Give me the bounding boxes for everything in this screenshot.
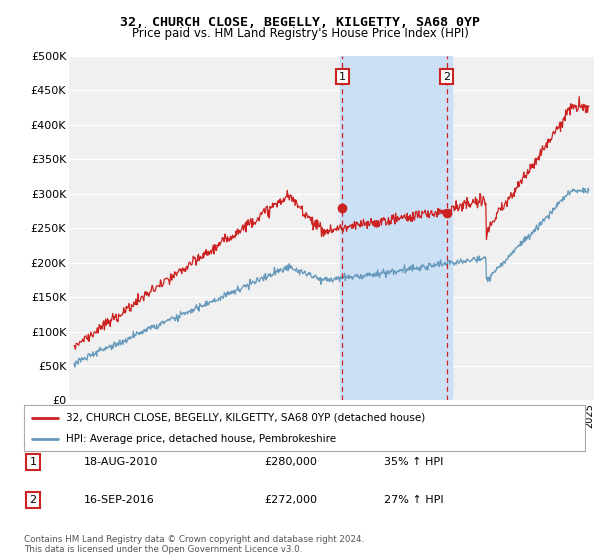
Text: Contains HM Land Registry data © Crown copyright and database right 2024.
This d: Contains HM Land Registry data © Crown c… [24,535,364,554]
Text: 1: 1 [339,72,346,82]
Text: £272,000: £272,000 [264,495,317,505]
Text: HPI: Average price, detached house, Pembrokeshire: HPI: Average price, detached house, Pemb… [66,435,336,444]
Text: £280,000: £280,000 [264,457,317,467]
Text: 32, CHURCH CLOSE, BEGELLY, KILGETTY, SA68 0YP: 32, CHURCH CLOSE, BEGELLY, KILGETTY, SA6… [120,16,480,29]
Text: 2: 2 [29,495,37,505]
Text: 35% ↑ HPI: 35% ↑ HPI [384,457,443,467]
Text: 27% ↑ HPI: 27% ↑ HPI [384,495,443,505]
Text: Price paid vs. HM Land Registry's House Price Index (HPI): Price paid vs. HM Land Registry's House … [131,27,469,40]
Text: 1: 1 [29,457,37,467]
Text: 2: 2 [443,72,450,82]
Bar [340,56,452,400]
Text: 18-AUG-2010: 18-AUG-2010 [84,457,158,467]
Text: 32, CHURCH CLOSE, BEGELLY, KILGETTY, SA68 0YP (detached house): 32, CHURCH CLOSE, BEGELLY, KILGETTY, SA6… [66,413,425,423]
Text: 16-SEP-2016: 16-SEP-2016 [84,495,155,505]
